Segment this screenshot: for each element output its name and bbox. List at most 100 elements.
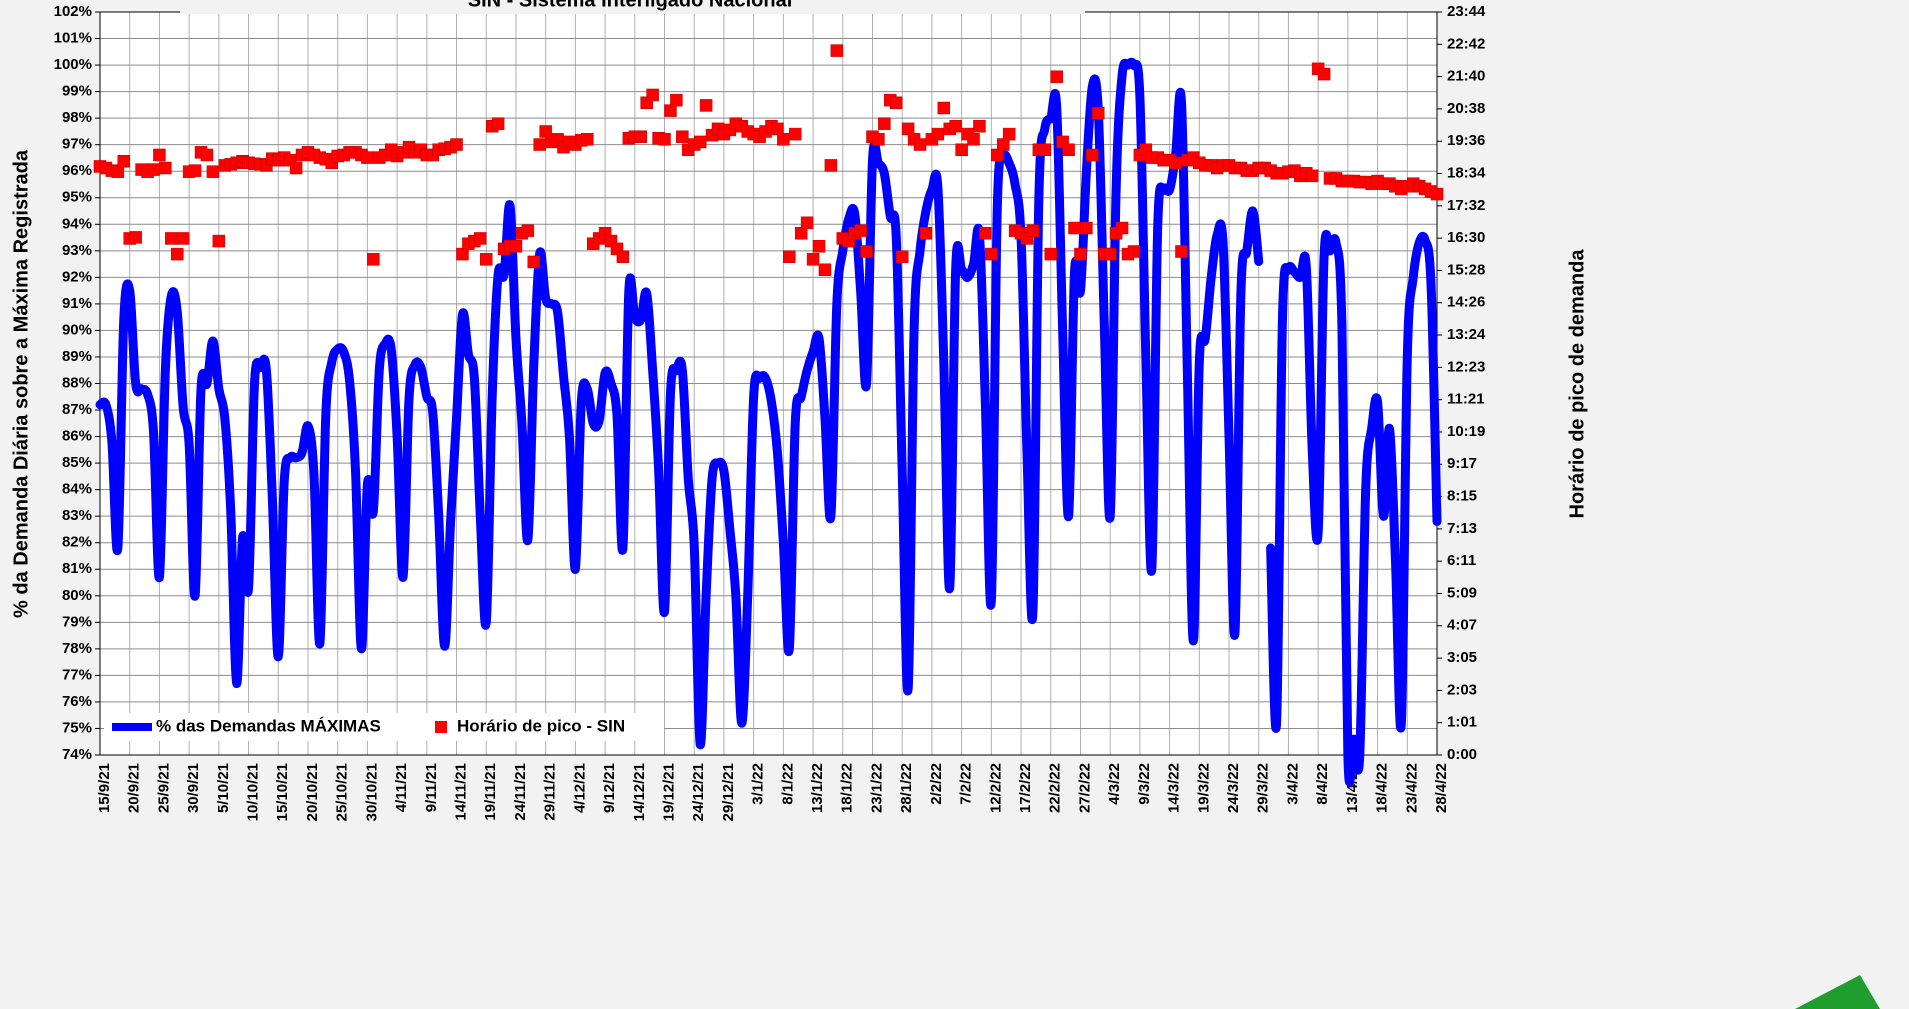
peak-marker [147, 163, 160, 176]
x-tick-label: 3/1/22 [750, 763, 767, 805]
peak-marker [937, 101, 951, 115]
y-tick-label: 84% [62, 481, 92, 498]
x-tick-label: 28/4/22 [1433, 763, 1450, 813]
peak-marker [521, 224, 535, 237]
peak-marker [1026, 224, 1040, 237]
peak-marker [450, 138, 463, 151]
y2-tick-label: 10:19 [1447, 423, 1485, 440]
x-tick-label: 24/11/21 [512, 763, 529, 821]
y2-tick-label: 11:21 [1447, 391, 1485, 408]
peak-marker [616, 250, 630, 263]
y2-tick-label: 14:26 [1447, 294, 1485, 311]
y2-tick-label: 13:24 [1447, 326, 1486, 343]
peak-marker [474, 232, 487, 245]
x-tick-label: 9/3/22 [1136, 763, 1153, 805]
peak-marker [788, 127, 802, 141]
y-tick-label: 101% [54, 30, 92, 47]
y2-tick-label: 12:23 [1447, 358, 1485, 375]
peak-marker [527, 255, 541, 269]
y-tick-label: 102% [54, 3, 92, 20]
x-tick-label: 18/4/22 [1374, 763, 1391, 813]
peak-marker [676, 130, 689, 143]
peak-marker [206, 165, 220, 178]
peak-marker [1175, 245, 1188, 258]
peak-marker [854, 224, 867, 237]
y2-tick-label: 4:07 [1447, 617, 1477, 634]
x-tick-label: 20/9/21 [126, 763, 143, 813]
x-tick-label: 15/10/21 [274, 763, 291, 821]
y-tick-label: 74% [62, 746, 92, 763]
y-tick-label: 91% [62, 295, 92, 312]
y-tick-label: 77% [62, 666, 92, 683]
y2-tick-label: 16:30 [1447, 229, 1485, 246]
peak-marker [1317, 67, 1331, 81]
peak-marker [509, 240, 523, 253]
peak-marker [913, 138, 927, 151]
x-tick-label: 14/3/22 [1166, 763, 1183, 813]
peak-marker [979, 226, 992, 240]
y2-tick-label: 7:13 [1447, 520, 1477, 537]
peak-marker [165, 232, 178, 245]
peak-marker [188, 164, 202, 177]
y-tick-label: 78% [62, 640, 92, 657]
logo-shape [1795, 975, 1880, 1009]
peak-marker [860, 245, 873, 258]
x-tick-label: 19/3/22 [1195, 763, 1212, 813]
peak-marker [985, 247, 998, 261]
x-tick-label: 3/4/22 [1284, 763, 1301, 805]
peak-marker [973, 120, 986, 133]
peak-marker [646, 88, 659, 102]
peak-marker [955, 143, 968, 156]
peak-marker [830, 44, 844, 57]
peak-marker [783, 250, 796, 263]
x-tick-label: 8/4/22 [1314, 763, 1331, 805]
y-tick-label: 86% [62, 428, 92, 445]
peak-marker [1062, 143, 1075, 156]
peak-marker [949, 120, 962, 133]
y-tick-label: 83% [62, 507, 92, 524]
x-tick-label: 9/12/21 [601, 763, 618, 813]
peak-marker [491, 117, 505, 130]
y-tick-label: 100% [54, 56, 92, 73]
peak-marker [818, 263, 832, 277]
peak-marker [1068, 221, 1081, 235]
y2-tick-label: 23:44 [1447, 3, 1486, 20]
peak-marker [806, 253, 820, 266]
x-tick-label: 7/2/22 [958, 763, 975, 805]
x-tick-label: 9/11/21 [423, 763, 440, 812]
y-tick-label: 87% [62, 401, 92, 418]
peak-marker [1169, 156, 1182, 170]
peak-marker [1092, 106, 1105, 120]
peak-marker [1127, 245, 1141, 258]
peak-marker [1074, 247, 1087, 261]
peak-marker [533, 138, 546, 151]
y-tick-label: 81% [62, 560, 92, 577]
x-tick-label: 30/10/21 [363, 763, 380, 821]
peak-marker [361, 151, 374, 164]
peak-marker [367, 253, 380, 266]
y-tick-label: 76% [62, 693, 92, 710]
x-tick-label: 4/3/22 [1106, 763, 1123, 805]
legend-label: Horário de pico - SIN [457, 716, 625, 735]
x-tick-label: 24/3/22 [1225, 763, 1242, 813]
peak-marker [872, 133, 885, 146]
peak-marker [159, 161, 172, 175]
y-tick-label: 85% [62, 454, 92, 471]
peak-marker [581, 133, 594, 146]
y2-tick-label: 17:32 [1447, 197, 1485, 214]
y2-tick-label: 8:15 [1447, 488, 1477, 505]
peak-marker [670, 93, 683, 107]
x-tick-label: 29/3/22 [1255, 763, 1272, 813]
y-axis-label: % da Demanda Diária sobre a Máxima Regis… [10, 149, 32, 618]
x-tick-label: 19/11/21 [482, 763, 499, 821]
x-tick-label: 23/1/22 [868, 763, 885, 813]
peak-marker [1103, 247, 1117, 261]
peak-marker [153, 148, 166, 162]
y-tick-label: 89% [62, 348, 92, 365]
y-tick-label: 94% [62, 215, 92, 232]
peak-marker [1086, 148, 1099, 162]
y-tick-label: 93% [62, 242, 92, 259]
peak-marker [1002, 127, 1016, 141]
x-tick-label: 24/12/21 [690, 763, 707, 821]
y-tick-label: 96% [62, 162, 92, 179]
